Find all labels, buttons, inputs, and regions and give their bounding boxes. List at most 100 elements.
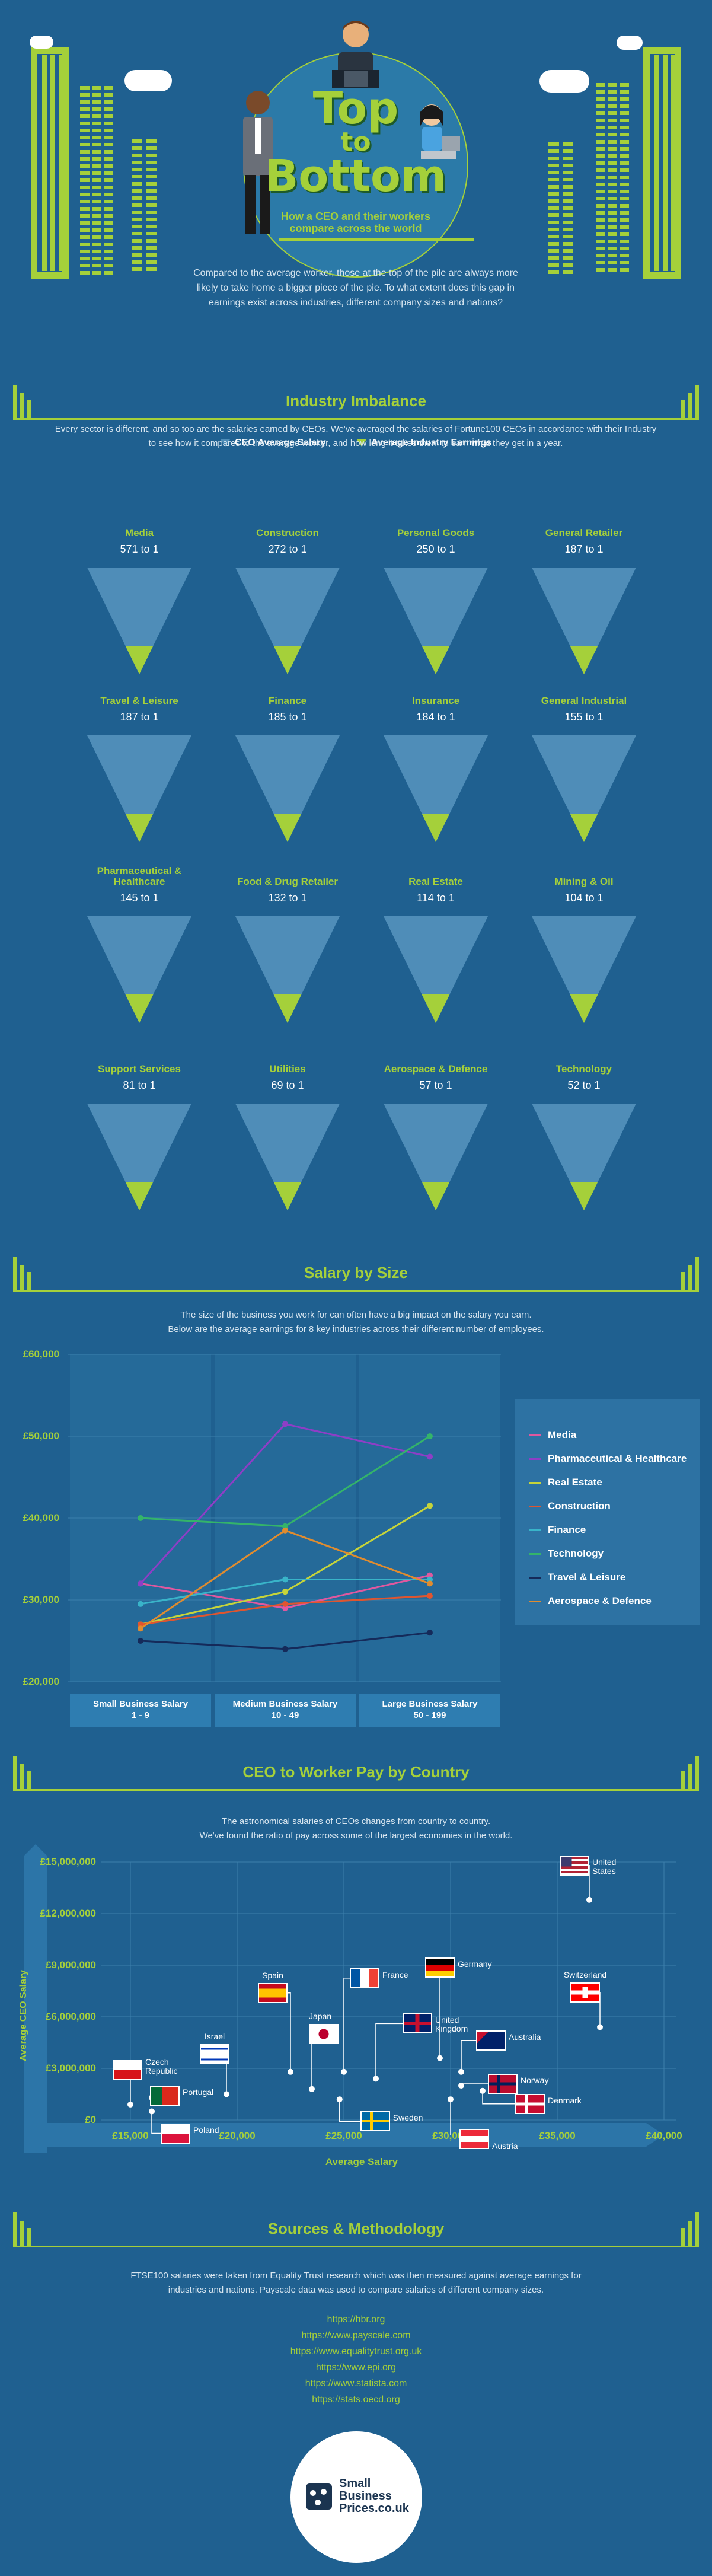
building-window [146, 146, 157, 150]
sector-name: General Industrial [541, 695, 627, 706]
japan-flag-icon [309, 2023, 339, 2044]
building-window [563, 213, 573, 217]
building-window [596, 204, 605, 208]
building-window [80, 264, 90, 267]
building-window [620, 268, 629, 272]
triangle-icon [220, 439, 230, 447]
y-tick-label: £9,000,000 [45, 1959, 96, 1971]
source-link[interactable]: https://hbr.org [327, 2314, 385, 2325]
building-window [80, 235, 90, 239]
building-window [132, 189, 142, 193]
building-window [104, 129, 113, 132]
building-window [608, 183, 617, 186]
legend-avg: Average Industry Earnings [356, 438, 491, 448]
x-category-line: Medium Business Salary [232, 1699, 338, 1709]
logo-line-3: Prices.co.uk [339, 2502, 409, 2515]
ceo-salary-triangle [532, 568, 636, 674]
building-window [92, 136, 101, 139]
building-window [548, 149, 559, 153]
building-window [596, 83, 605, 87]
building-window [620, 261, 629, 264]
cloud [30, 36, 53, 49]
building-window [104, 228, 113, 232]
building-window [104, 136, 113, 139]
building-window [596, 240, 605, 243]
building-window [104, 186, 113, 189]
building-window [104, 235, 113, 239]
leader-line [482, 2090, 530, 2105]
building-window [132, 211, 142, 214]
building-window [92, 228, 101, 232]
sector-ratio: 187 to 1 [564, 543, 604, 555]
building-window [146, 253, 157, 257]
spain-flag-icon [258, 1982, 288, 2003]
building-window [80, 114, 90, 118]
building-window [596, 225, 605, 229]
line-chart-legend: Media Pharmaceutical & Healthcare Real Est… [515, 1399, 700, 1625]
series-point [282, 1527, 288, 1534]
section-title: Industry Imbalance [286, 392, 426, 410]
ceo-salary-triangle [532, 1104, 636, 1210]
ceo-salary-triangle [384, 735, 488, 842]
building-window [80, 228, 90, 232]
sector-triangle [235, 916, 340, 1023]
sector-card: Finance 185 to 1 [222, 685, 353, 842]
building-window [92, 114, 101, 118]
building-window [548, 157, 559, 160]
building-window [548, 178, 559, 181]
data-point [373, 2076, 379, 2082]
sector-ratio: 69 to 1 [271, 1079, 304, 1091]
building-window [132, 161, 142, 164]
building-window [80, 186, 90, 189]
building-window [596, 154, 605, 158]
source-link[interactable]: https://www.equalitytrust.org.uk [290, 2347, 422, 2357]
building-window [608, 211, 617, 215]
building-window [104, 271, 113, 275]
source-link[interactable]: https://www.payscale.com [301, 2330, 411, 2341]
sector-ratio: 132 to 1 [268, 892, 307, 904]
building-window [620, 240, 629, 243]
building-window [620, 254, 629, 257]
building-window [608, 140, 617, 144]
country-label: France [382, 1969, 408, 1979]
sector-ratio: 114 to 1 [417, 892, 455, 904]
country-label: Sweden [392, 2113, 423, 2123]
worker-earnings-triangle [570, 814, 598, 842]
sector-ratio: 81 to 1 [123, 1079, 156, 1091]
sector-name: Utilities [269, 1063, 306, 1075]
building-window [620, 190, 629, 193]
sector-triangle [87, 735, 191, 842]
legend-swatch [529, 1553, 541, 1555]
legend-label: Aerospace & Defence [548, 1595, 652, 1606]
building-window [548, 142, 559, 146]
building-window [92, 93, 101, 97]
hero-title-top: Top [312, 83, 399, 134]
sector-name: Technology [555, 1063, 612, 1075]
source-link[interactable]: https://www.statista.com [305, 2379, 407, 2389]
legend-label: Media [548, 1429, 577, 1440]
logo-text: Small Business Prices.co.uk [339, 2478, 409, 2515]
ceo-salary-triangle [384, 1104, 488, 1210]
building-window [92, 207, 101, 211]
building-window [563, 270, 573, 274]
sector-name: Travel & Leisure [100, 695, 178, 706]
legend-swatch [529, 1458, 541, 1461]
source-link[interactable]: https://www.epi.org [315, 2363, 397, 2373]
building-window [620, 126, 629, 129]
building-window [548, 235, 559, 238]
building-window [608, 225, 617, 229]
data-point [309, 2086, 315, 2092]
sector-card: General Retailer 187 to 1 [519, 517, 649, 674]
building-window [608, 104, 617, 108]
country-label: Norway [521, 2076, 549, 2085]
sector-triangle [384, 1104, 488, 1210]
building-window [92, 129, 101, 132]
building-window [620, 225, 629, 229]
building-window [620, 204, 629, 208]
sector-card: Travel & Leisure 187 to 1 [74, 685, 205, 842]
building-window [80, 122, 90, 125]
building-window [104, 264, 113, 267]
source-link[interactable]: https://stats.oecd.org [312, 2395, 400, 2405]
building-window [92, 100, 101, 104]
building-window [92, 257, 101, 260]
